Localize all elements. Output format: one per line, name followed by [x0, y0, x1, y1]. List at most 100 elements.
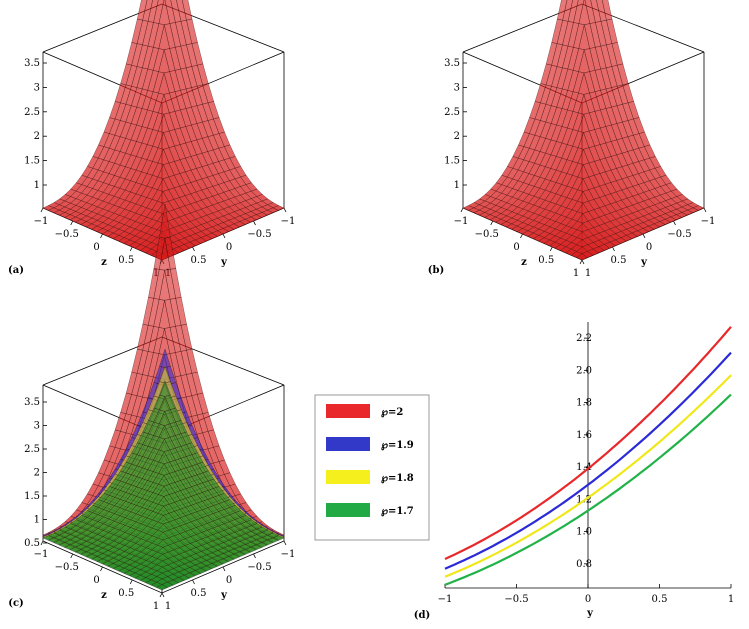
legend: ℘=2 ℘=1.9 ℘=1.8 ℘=1.7	[314, 394, 430, 541]
x-tick-label: 0.5	[118, 255, 134, 266]
x-tick-label: −0.5	[55, 229, 79, 240]
y-axis-label: y	[220, 590, 228, 601]
y-tick-mark	[161, 592, 165, 598]
x-tick-label: 0	[585, 594, 591, 605]
surface-layer-3	[42, 380, 285, 591]
z-tick-label: 2.5	[24, 444, 40, 455]
z-tick-label: 2.5	[444, 107, 460, 118]
x-tick-label: −0.5	[55, 562, 79, 573]
legend-label-1: ℘=1.9	[381, 440, 414, 451]
y-axis-label: y	[640, 257, 648, 268]
panel-label: (a)	[8, 265, 24, 276]
y-tick-label: −1	[701, 216, 716, 227]
y-tick-mark	[192, 579, 195, 585]
surface-layer-0	[462, 0, 705, 261]
y-tick-label: 0.5	[611, 255, 627, 266]
legend-swatch-2	[326, 470, 370, 484]
panel-d-line-chart: −1 −0.5 0 0.5 10.81.01.21.41.61.82.02.2y(d)	[414, 322, 734, 621]
y-tick-label: 1.6	[576, 430, 592, 441]
y-tick-label: −1	[281, 216, 296, 227]
x-tick-label: 0	[513, 242, 519, 253]
y-tick-mark	[283, 207, 287, 213]
x-tick-mark	[490, 220, 494, 226]
y-tick-mark	[222, 233, 226, 239]
y-tick-label: 2.0	[576, 365, 592, 376]
z-tick-label: 1.5	[24, 156, 40, 167]
x-axis-label: z	[101, 590, 107, 601]
legend-swatch-1	[326, 437, 370, 451]
z-tick-label: 3.5	[24, 397, 40, 408]
series-line-0	[444, 326, 732, 560]
panel-c: 0.5 1 1.5 2 2.5 3 3.5 −1 −0.5 0 0.5 1 z −1 −0.5 0 0.5 1 y (…	[8, 203, 296, 612]
z-tick-label: 1	[454, 180, 460, 191]
y-tick-mark	[673, 220, 676, 226]
legend-label-3: ℘=1.7	[381, 506, 414, 517]
y-tick-label: 1	[585, 268, 591, 279]
x-tick-mark	[129, 579, 133, 585]
y-tick-label: −0.5	[247, 562, 271, 573]
x-tick-label: 1	[573, 268, 579, 279]
y-tick-mark	[581, 259, 585, 265]
y-tick-label: 1.8	[576, 398, 592, 409]
x-tick-label: −1	[454, 216, 469, 227]
y-tick-mark	[703, 207, 707, 213]
z-tick-label: 2.5	[24, 107, 40, 118]
x-tick-label: 0	[93, 242, 99, 253]
x-axis-label: z	[101, 257, 107, 268]
panel-a: 11.522.533.5−1−0.500.51z−1−0.500.51y(a)	[8, 0, 295, 279]
x-tick-mark	[100, 233, 103, 239]
x-tick-mark	[40, 207, 44, 213]
y-tick-mark	[253, 553, 256, 559]
y-tick-label: 0	[226, 575, 232, 586]
y-tick-label: 1.4	[576, 462, 592, 473]
legend-swatch-3	[326, 503, 370, 517]
y-tick-mark	[192, 246, 195, 252]
panel-label: (b)	[428, 265, 444, 276]
z-tick-label: 1.5	[24, 491, 40, 502]
legend-label-0: ℘=2	[381, 407, 403, 418]
z-tick-label: 3.5	[24, 58, 40, 69]
x-tick-mark	[100, 566, 103, 572]
y-tick-label: 0	[226, 242, 232, 253]
series-line-3	[444, 393, 732, 586]
z-tick-label: 2	[34, 131, 40, 142]
x-tick-label: −1	[34, 216, 49, 227]
y-tick-mark	[283, 540, 287, 546]
x-axis-label: y	[586, 608, 594, 619]
y-tick-label: 0.8	[576, 559, 592, 570]
x-tick-label: 0.5	[652, 594, 668, 605]
y-tick-mark	[253, 220, 256, 226]
x-tick-label: −0.5	[504, 594, 528, 605]
surface-mesh	[462, 0, 705, 261]
series-line-2	[444, 374, 732, 578]
z-tick-label: 3	[454, 82, 460, 93]
z-tick-label: 1	[34, 180, 40, 191]
x-tick-mark	[549, 246, 553, 252]
x-tick-label: −0.5	[475, 229, 499, 240]
x-axis-label: z	[521, 257, 527, 268]
y-tick-label: −1	[281, 549, 296, 560]
y-axis-label: y	[220, 257, 228, 268]
y-tick-label: 0.5	[191, 588, 207, 599]
z-tick-label: 1.5	[444, 156, 460, 167]
y-tick-mark	[222, 566, 226, 572]
x-tick-mark	[159, 592, 163, 598]
series-line-1	[444, 351, 732, 570]
y-tick-label: 0.5	[191, 255, 207, 266]
z-tick-label: 0.5	[24, 538, 40, 549]
x-tick-mark	[579, 259, 583, 265]
x-tick-mark	[40, 540, 44, 546]
x-tick-label: 1	[153, 601, 159, 612]
z-tick-label: 1	[34, 515, 40, 526]
x-tick-mark	[520, 233, 523, 239]
y-tick-label: 2.2	[576, 333, 592, 344]
x-tick-mark	[129, 246, 133, 252]
x-tick-mark	[460, 207, 464, 213]
x-tick-label: −1	[438, 594, 453, 605]
z-tick-label: 3.5	[444, 58, 460, 69]
z-tick-label: 3	[34, 421, 40, 432]
x-tick-mark	[70, 220, 74, 226]
y-tick-label: −0.5	[667, 229, 691, 240]
y-tick-mark	[612, 246, 615, 252]
panel-label: (d)	[414, 610, 430, 621]
